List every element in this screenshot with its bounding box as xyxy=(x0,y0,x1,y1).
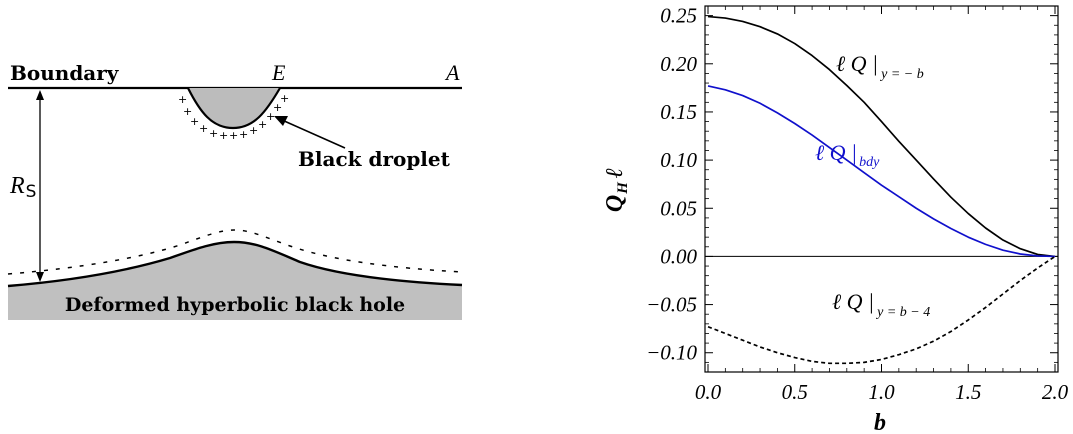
boundary-label: Boundary xyxy=(10,61,120,85)
radius-label: RS xyxy=(9,173,36,202)
point-e-label: E xyxy=(271,60,286,85)
series-line-2 xyxy=(707,255,1056,365)
y-tick-label: 0.15 xyxy=(660,100,697,124)
svg-text:+: + xyxy=(209,127,218,140)
x-tick-label: 2.0 xyxy=(1042,380,1069,404)
y-axis-ticks: 0.25 0.20 0.15 0.10 0.05 0.00 −0.05 −0.10 xyxy=(646,4,1058,365)
y-tick-label: 0.20 xyxy=(660,52,697,76)
horizon-region xyxy=(8,242,462,320)
svg-text:+: + xyxy=(273,101,282,114)
y-tick-label: 0.05 xyxy=(660,196,697,220)
svg-text:+: + xyxy=(229,129,238,142)
svg-text:+: + xyxy=(239,128,248,141)
horizon-label: Deformed hyperbolic black hole xyxy=(65,294,405,316)
droplet-label: Black droplet xyxy=(298,147,451,171)
x-axis-ticks: 0.0 0.5 1.0 1.5 2.0 xyxy=(695,6,1069,404)
y-tick-label: −0.05 xyxy=(646,293,697,317)
svg-text:+: + xyxy=(199,122,208,135)
svg-text:+: + xyxy=(219,129,228,142)
y-axis-label-sub: H xyxy=(615,181,631,195)
y-tick-label: 0.00 xyxy=(660,244,697,268)
y-tick-label: −0.10 xyxy=(646,341,697,365)
svg-text:+: + xyxy=(183,105,192,118)
y-axis-label: QHℓ xyxy=(602,168,631,212)
series-label-top: ℓ Q | y = − b xyxy=(836,51,924,82)
radius-subscript: S xyxy=(26,182,37,202)
x-tick-label: 1.0 xyxy=(868,380,895,404)
series-label-bottom: ℓ Q | y = b − 4 xyxy=(832,289,930,320)
diagram: Boundary E A + + + + + + + + + + + + + B… xyxy=(7,60,463,320)
droplet-arrow xyxy=(281,119,346,149)
x-tick-label: 0.0 xyxy=(695,380,722,404)
horizon-outline xyxy=(7,240,463,288)
y-tick-label: 0.10 xyxy=(660,148,697,172)
series-line-0 xyxy=(707,15,1056,258)
svg-text:+: + xyxy=(258,118,267,131)
series-label-bdy: ℓ Q | bdy xyxy=(815,140,880,170)
svg-text:+: + xyxy=(178,93,187,106)
droplet-crosses: + + + + + + + + + + + + + xyxy=(178,92,289,142)
x-tick-label: 1.5 xyxy=(955,380,981,404)
svg-text:+: + xyxy=(190,115,199,128)
radius-arrowhead-top xyxy=(36,90,44,100)
point-a-label: A xyxy=(444,60,460,85)
svg-text:+: + xyxy=(266,110,275,123)
droplet-outline xyxy=(187,87,281,130)
svg-text:+: + xyxy=(280,92,289,105)
x-tick-label: 0.5 xyxy=(782,380,808,404)
chart: 0.250.200.150.100.050.00−0.05−0.10 0.0 0.… xyxy=(602,4,1069,434)
horizon-dashed-curve xyxy=(7,229,463,275)
x-axis-label: b xyxy=(874,410,886,434)
droplet-arrowhead xyxy=(274,116,288,126)
y-tick-label: 0.25 xyxy=(660,4,697,28)
radius-arrowhead-bottom xyxy=(36,272,44,282)
series-line-1 xyxy=(707,85,1056,258)
series-layer xyxy=(707,15,1056,365)
svg-text:+: + xyxy=(249,124,258,137)
